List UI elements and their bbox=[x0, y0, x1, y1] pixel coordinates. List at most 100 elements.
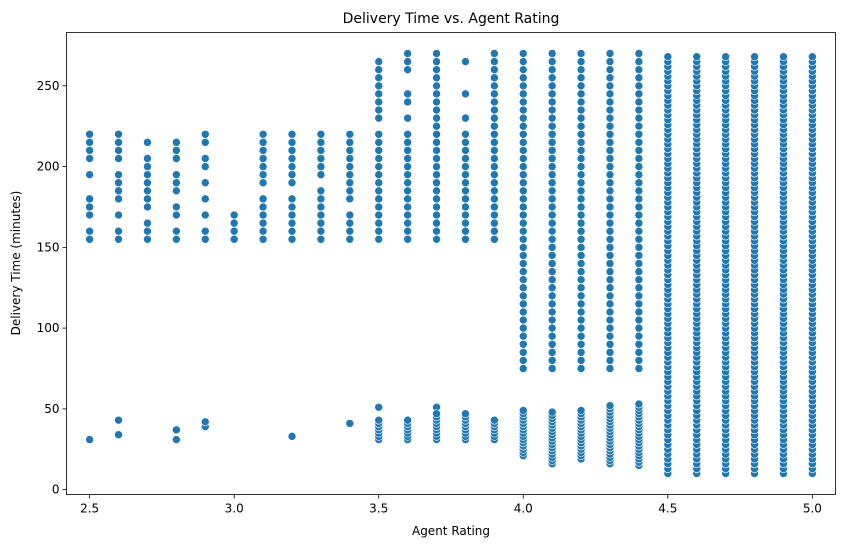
data-point bbox=[490, 121, 499, 131]
data-point bbox=[432, 113, 441, 123]
data-point bbox=[605, 364, 615, 373]
x-axis-ticks: 2.5 3.0 3.5 4.0 4.5 5.0 bbox=[80, 494, 822, 516]
data-point bbox=[605, 194, 615, 204]
data-point bbox=[114, 178, 123, 188]
data-point bbox=[547, 49, 557, 58]
data-point bbox=[518, 202, 528, 212]
y-tick-label: 150 bbox=[37, 240, 60, 254]
data-point bbox=[518, 138, 528, 147]
data-point bbox=[287, 202, 297, 212]
data-point bbox=[374, 129, 384, 139]
data-point bbox=[547, 210, 557, 220]
data-point bbox=[403, 49, 412, 58]
data-point bbox=[518, 65, 528, 74]
data-point bbox=[634, 339, 644, 349]
data-point bbox=[605, 331, 615, 341]
x-axis-label: Agent Rating bbox=[412, 524, 490, 538]
data-point bbox=[518, 275, 528, 284]
data-point bbox=[605, 162, 615, 171]
data-point bbox=[634, 291, 644, 301]
data-point bbox=[316, 226, 326, 236]
data-point bbox=[634, 283, 644, 293]
data-point bbox=[576, 218, 586, 228]
data-point bbox=[605, 339, 615, 349]
data-point bbox=[576, 146, 586, 155]
data-point bbox=[432, 49, 441, 58]
data-point bbox=[490, 234, 499, 244]
data-point bbox=[114, 129, 123, 139]
data-point bbox=[547, 259, 557, 268]
data-point bbox=[345, 218, 355, 228]
data-point bbox=[634, 194, 644, 204]
data-point bbox=[287, 194, 297, 204]
data-point bbox=[605, 348, 615, 357]
data-point bbox=[518, 307, 528, 317]
data-point bbox=[634, 65, 644, 74]
data-point bbox=[576, 105, 586, 115]
data-point bbox=[258, 162, 268, 171]
data-point bbox=[547, 178, 557, 188]
data-point bbox=[634, 323, 644, 333]
data-point bbox=[634, 57, 644, 66]
data-point bbox=[258, 146, 268, 155]
data-point bbox=[490, 138, 499, 147]
data-point bbox=[518, 73, 528, 83]
data-point bbox=[374, 415, 384, 425]
data-point bbox=[345, 186, 355, 196]
data-point bbox=[634, 275, 644, 284]
data-point bbox=[114, 186, 123, 196]
data-point bbox=[461, 129, 470, 139]
data-point bbox=[345, 178, 355, 188]
data-point bbox=[490, 218, 499, 228]
data-point bbox=[576, 57, 586, 66]
data-point bbox=[461, 186, 470, 196]
data-point bbox=[114, 154, 123, 163]
data-point bbox=[605, 129, 615, 139]
data-point bbox=[316, 218, 326, 228]
data-point bbox=[374, 170, 384, 179]
data-point bbox=[547, 65, 557, 74]
data-point bbox=[316, 138, 326, 147]
data-point bbox=[490, 89, 499, 99]
data-point bbox=[547, 89, 557, 99]
data-point bbox=[316, 129, 326, 139]
data-point bbox=[576, 356, 586, 365]
data-point bbox=[432, 194, 441, 204]
data-point bbox=[634, 49, 644, 58]
data-point bbox=[518, 105, 528, 115]
data-point bbox=[605, 138, 615, 147]
data-point bbox=[461, 194, 470, 204]
y-tick-label: 200 bbox=[37, 160, 60, 174]
data-point bbox=[634, 129, 644, 139]
data-point bbox=[345, 210, 355, 220]
data-point bbox=[287, 146, 297, 155]
data-point bbox=[316, 202, 326, 212]
data-point bbox=[374, 234, 384, 244]
data-point bbox=[779, 52, 788, 62]
data-point bbox=[490, 415, 499, 425]
x-tick-label: 3.5 bbox=[369, 502, 388, 516]
data-point bbox=[461, 146, 470, 155]
data-point bbox=[518, 97, 528, 107]
chart-title: Delivery Time vs. Agent Rating bbox=[343, 11, 560, 27]
data-point bbox=[432, 178, 441, 188]
data-point bbox=[258, 218, 268, 228]
data-point bbox=[200, 129, 210, 139]
data-point bbox=[605, 267, 615, 276]
data-point bbox=[403, 186, 412, 196]
data-point bbox=[432, 409, 441, 419]
data-point bbox=[605, 275, 615, 284]
data-point bbox=[432, 121, 441, 131]
data-point bbox=[287, 178, 297, 188]
data-point bbox=[374, 194, 384, 204]
data-point bbox=[518, 331, 528, 341]
data-point bbox=[432, 65, 441, 74]
data-point bbox=[345, 194, 355, 204]
data-point bbox=[547, 194, 557, 204]
data-point bbox=[576, 178, 586, 188]
data-point bbox=[403, 234, 412, 244]
data-point bbox=[432, 73, 441, 83]
data-point bbox=[518, 49, 528, 58]
data-point bbox=[287, 226, 297, 236]
data-point bbox=[605, 218, 615, 228]
